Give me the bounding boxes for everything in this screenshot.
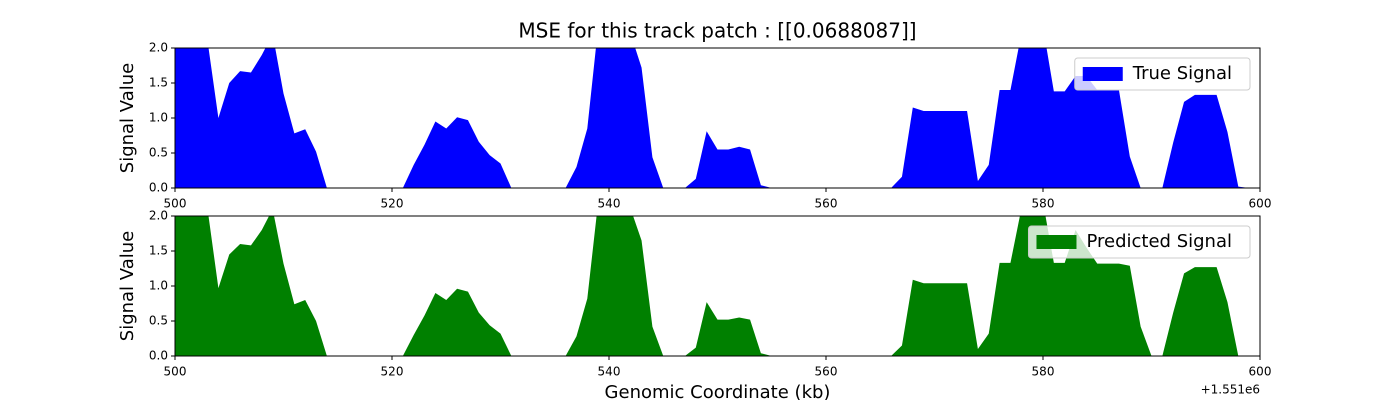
legend: Predicted Signal xyxy=(1027,225,1251,259)
legend-box xyxy=(1074,57,1251,91)
y-axis-label: Signal Value xyxy=(117,231,138,341)
legend-label: True Signal xyxy=(1132,63,1232,84)
x-tick-label: 500 xyxy=(164,365,187,379)
y-tick-label: 1.5 xyxy=(149,244,168,258)
y-tick-label: 2.0 xyxy=(149,41,168,55)
x-tick-label: 540 xyxy=(598,365,621,379)
x-tick-label: 560 xyxy=(815,197,838,211)
y-tick-label: 0.0 xyxy=(149,181,168,195)
x-tick-label: 520 xyxy=(381,365,404,379)
x-tick-label: 600 xyxy=(1249,197,1272,211)
legend-label: Predicted Signal xyxy=(1086,231,1232,252)
legend: True Signal xyxy=(1074,57,1251,91)
y-tick-label: 1.0 xyxy=(149,111,168,125)
legend-swatch xyxy=(1036,235,1077,249)
plot-area xyxy=(175,216,1250,356)
y-tick-label: 0.0 xyxy=(149,349,168,363)
y-tick-label: 2.0 xyxy=(149,209,168,223)
x-tick-label: 580 xyxy=(1032,365,1055,379)
legend-swatch xyxy=(1082,67,1123,81)
y-tick-label: 1.5 xyxy=(149,76,168,90)
x-tick-label: 540 xyxy=(598,197,621,211)
plot-area xyxy=(175,48,1250,188)
x-axis-label: Genomic Coordinate (kb) xyxy=(605,382,831,400)
chart-title: MSE for this track patch : [[0.0688087]] xyxy=(518,19,916,43)
area xyxy=(175,48,1250,188)
y-tick-label: 0.5 xyxy=(149,314,168,328)
x-offset-label: +1.551e6 xyxy=(1201,383,1260,397)
x-tick-label: 580 xyxy=(1032,197,1055,211)
y-axis-label: Signal Value xyxy=(117,63,138,173)
y-tick-label: 0.5 xyxy=(149,146,168,160)
x-tick-label: 520 xyxy=(381,197,404,211)
legend-box xyxy=(1027,225,1251,259)
area xyxy=(175,216,1250,356)
x-tick-label: 560 xyxy=(815,365,838,379)
x-tick-label: 500 xyxy=(164,197,187,211)
y-tick-label: 1.0 xyxy=(149,279,168,293)
x-tick-label: 600 xyxy=(1249,365,1272,379)
